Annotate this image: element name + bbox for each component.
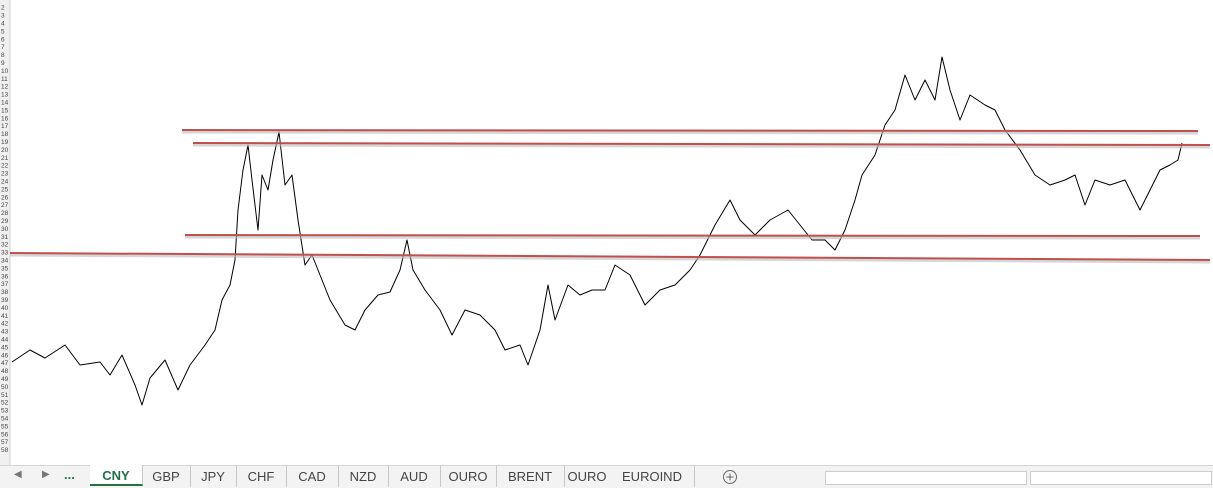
row-number: 27 bbox=[1, 202, 9, 209]
row-number: 52 bbox=[1, 400, 9, 407]
row-number: 14 bbox=[1, 100, 9, 107]
scroll-left[interactable]: ◀ bbox=[14, 469, 22, 480]
row-number: 37 bbox=[1, 281, 9, 288]
row-number: 2 bbox=[1, 5, 5, 12]
scrollbar-track[interactable] bbox=[1030, 471, 1212, 485]
row-number: 43 bbox=[1, 329, 9, 336]
horizontal-scrollbar[interactable] bbox=[825, 471, 1027, 485]
sheet-tab[interactable]: GBP bbox=[142, 466, 191, 487]
trend-line-shadow bbox=[192, 142, 1211, 149]
row-number: 12 bbox=[1, 84, 9, 91]
more-tabs[interactable]: ... bbox=[64, 467, 75, 482]
sheet-tab[interactable]: NZD bbox=[338, 466, 389, 487]
row-number: 49 bbox=[1, 376, 9, 383]
row-number: 25 bbox=[1, 186, 9, 193]
sheet-tab[interactable]: JPY bbox=[190, 466, 237, 487]
row-number: 31 bbox=[1, 234, 9, 241]
row-number: 54 bbox=[1, 416, 9, 423]
row-number: 41 bbox=[1, 313, 9, 320]
row-number: 19 bbox=[1, 139, 9, 146]
row-number: 4 bbox=[1, 21, 5, 28]
sheet-tab[interactable]: CNY bbox=[90, 465, 143, 486]
sheet-tab[interactable]: BRENT bbox=[496, 466, 565, 487]
row-number: 23 bbox=[1, 171, 9, 178]
new-sheet[interactable] bbox=[722, 469, 738, 485]
row-number: 56 bbox=[1, 431, 9, 438]
scroll-right[interactable]: ▶ bbox=[42, 469, 50, 480]
row-number: 10 bbox=[1, 68, 9, 75]
row-number: 5 bbox=[1, 28, 5, 35]
row-number: 20 bbox=[1, 147, 9, 154]
row-number: 22 bbox=[1, 163, 9, 170]
sheet-tab[interactable]: OURO bbox=[567, 469, 607, 484]
trend-line bbox=[181, 129, 1199, 132]
row-number: 24 bbox=[1, 179, 9, 186]
row-number: 17 bbox=[1, 123, 9, 130]
row-number: 51 bbox=[1, 392, 9, 399]
row-number: 18 bbox=[1, 131, 9, 138]
row-number: 40 bbox=[1, 305, 9, 312]
row-number: 8 bbox=[1, 52, 5, 59]
row-number: 32 bbox=[1, 242, 9, 249]
row-number: 50 bbox=[1, 384, 9, 391]
row-header bbox=[0, 0, 10, 465]
row-number: 15 bbox=[1, 107, 9, 114]
row-number: 3 bbox=[1, 13, 5, 20]
trend-line-shadow bbox=[181, 129, 1199, 135]
trend-line bbox=[9, 252, 1211, 261]
row-number: 38 bbox=[1, 289, 9, 296]
row-number: 44 bbox=[1, 337, 9, 344]
row-number: 13 bbox=[1, 92, 9, 99]
sheet-tab[interactable]: CAD bbox=[286, 466, 339, 487]
row-number: 36 bbox=[1, 273, 9, 280]
row-number: 58 bbox=[1, 447, 9, 454]
row-number: 47 bbox=[1, 360, 9, 367]
row-number: 7 bbox=[1, 44, 5, 51]
row-number: 34 bbox=[1, 258, 9, 265]
row-number: 53 bbox=[1, 408, 9, 415]
sheet-tab[interactable]: CHF bbox=[236, 466, 287, 487]
row-number: 33 bbox=[1, 250, 9, 257]
row-number: 16 bbox=[1, 115, 9, 122]
row-number: 55 bbox=[1, 423, 9, 430]
row-number: 30 bbox=[1, 226, 9, 233]
row-number: 35 bbox=[1, 265, 9, 272]
row-number: 48 bbox=[1, 368, 9, 375]
row-number: 26 bbox=[1, 194, 9, 201]
row-number: 6 bbox=[1, 36, 5, 43]
row-number: 29 bbox=[1, 218, 9, 225]
row-number: 57 bbox=[1, 439, 9, 446]
row-number: 42 bbox=[1, 321, 9, 328]
row-number: 11 bbox=[1, 76, 8, 83]
trend-line bbox=[192, 142, 1211, 146]
price-line bbox=[11, 56, 1183, 406]
sheet-tab[interactable]: AUD bbox=[388, 466, 441, 487]
sheet-tab[interactable]: EUROIND bbox=[610, 466, 695, 487]
row-number: 45 bbox=[1, 344, 9, 351]
trend-line-shadow bbox=[184, 234, 1201, 240]
trend-line bbox=[184, 234, 1201, 237]
sheet-tab[interactable]: OURO bbox=[440, 466, 497, 487]
worksheet: 2345678910111213141516171819202122232425… bbox=[0, 0, 1211, 465]
row-number: 39 bbox=[1, 297, 9, 304]
row-number: 9 bbox=[1, 60, 5, 67]
row-number: 21 bbox=[1, 155, 9, 162]
row-number: 28 bbox=[1, 210, 9, 217]
row-number: 46 bbox=[1, 352, 9, 359]
sheet-tab-bar: ◀ ▶ ... CNY GBP JPY CHF CAD NZD AUD OURO BRENT OU… bbox=[0, 465, 1213, 488]
trend-line-shadow bbox=[9, 252, 1211, 264]
